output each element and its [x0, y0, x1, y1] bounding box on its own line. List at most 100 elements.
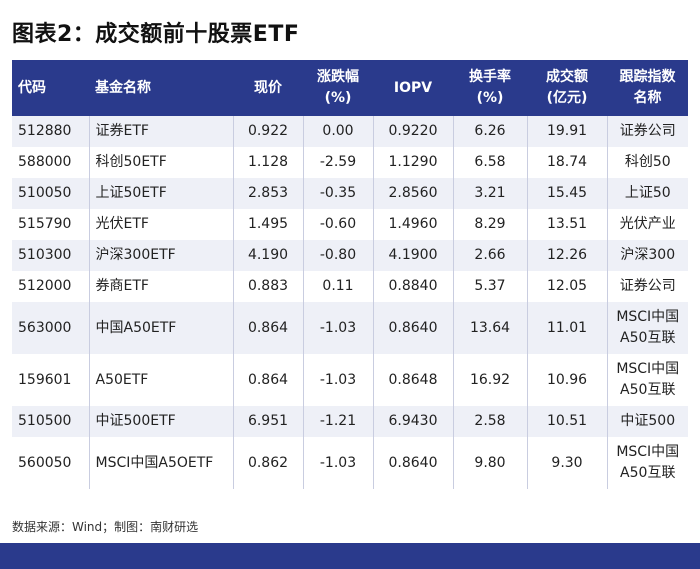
cell-iopv: 0.8840: [372, 271, 453, 302]
cell-code: 515790: [12, 209, 89, 240]
cell-volume: 12.26: [526, 240, 607, 271]
cell-change: -1.03: [302, 437, 373, 489]
cell-name: 券商ETF: [88, 271, 233, 302]
cell-turnover: 6.58: [452, 147, 527, 178]
cell-index: MSCI中国 A50互联: [606, 354, 688, 406]
header-volume: 成交额 (亿元): [527, 60, 607, 116]
header-turnover: 换手率 (%): [453, 60, 527, 116]
cell-change: -0.80: [302, 240, 373, 271]
cell-name: 光伏ETF: [88, 209, 233, 240]
cell-name: A50ETF: [88, 354, 233, 406]
table-row: 510500 中证500ETF 6.951 -1.21 6.9430 2.58 …: [12, 406, 688, 437]
cell-price: 0.864: [232, 302, 303, 354]
cell-volume: 13.51: [526, 209, 607, 240]
cell-turnover: 8.29: [452, 209, 527, 240]
cell-iopv: 1.1290: [372, 147, 453, 178]
cell-code: 560050: [12, 437, 89, 489]
cell-iopv: 0.8640: [372, 302, 453, 354]
cell-volume: 10.96: [526, 354, 607, 406]
cell-turnover: 2.58: [452, 406, 527, 437]
header-index: 跟踪指数 名称: [607, 60, 688, 116]
table-row: 588000 科创50ETF 1.128 -2.59 1.1290 6.58 1…: [12, 147, 688, 178]
cell-turnover: 9.80: [452, 437, 527, 489]
cell-iopv: 0.8640: [372, 437, 453, 489]
cell-index: MSCI中国 A50互联: [606, 437, 688, 489]
cell-price: 6.951: [232, 406, 303, 437]
cell-code: 510500: [12, 406, 89, 437]
cell-change: 0.00: [302, 116, 373, 147]
cell-iopv: 6.9430: [372, 406, 453, 437]
cell-volume: 19.91: [526, 116, 607, 147]
table-row: 512000 券商ETF 0.883 0.11 0.8840 5.37 12.0…: [12, 271, 688, 302]
cell-iopv: 4.1900: [372, 240, 453, 271]
cell-code: 510300: [12, 240, 89, 271]
header-price: 现价: [233, 60, 303, 116]
cell-iopv: 0.8648: [372, 354, 453, 406]
cell-price: 4.190: [232, 240, 303, 271]
cell-turnover: 13.64: [452, 302, 527, 354]
table-header-row: 代码 基金名称 现价 涨跌幅 (%) IOPV 换手率 (%) 成交额 (亿元) 跟踪…: [12, 60, 688, 116]
cell-iopv: 0.9220: [372, 116, 453, 147]
cell-index: 科创50: [606, 147, 688, 178]
cell-price: 1.495: [232, 209, 303, 240]
cell-name: MSCI中国A5OETF: [88, 437, 233, 489]
cell-change: -1.21: [302, 406, 373, 437]
cell-index: 证券公司: [606, 116, 688, 147]
cell-volume: 18.74: [526, 147, 607, 178]
footer-bar: [0, 543, 700, 569]
cell-price: 1.128: [232, 147, 303, 178]
cell-iopv: 1.4960: [372, 209, 453, 240]
cell-turnover: 2.66: [452, 240, 527, 271]
cell-change: -0.35: [302, 178, 373, 209]
cell-change: -0.60: [302, 209, 373, 240]
cell-volume: 9.30: [526, 437, 607, 489]
header-iopv: IOPV: [373, 60, 453, 116]
cell-change: -1.03: [302, 354, 373, 406]
cell-turnover: 5.37: [452, 271, 527, 302]
cell-change: -1.03: [302, 302, 373, 354]
cell-price: 0.864: [232, 354, 303, 406]
cell-index: 上证50: [606, 178, 688, 209]
cell-code: 512000: [12, 271, 89, 302]
table-row: 560050 MSCI中国A5OETF 0.862 -1.03 0.8640 9…: [12, 437, 688, 489]
cell-price: 0.922: [232, 116, 303, 147]
cell-code: 563000: [12, 302, 89, 354]
cell-iopv: 2.8560: [372, 178, 453, 209]
cell-turnover: 16.92: [452, 354, 527, 406]
cell-volume: 12.05: [526, 271, 607, 302]
table-row: 512880 证券ETF 0.922 0.00 0.9220 6.26 19.9…: [12, 116, 688, 147]
cell-turnover: 6.26: [452, 116, 527, 147]
table-row: 563000 中国A50ETF 0.864 -1.03 0.8640 13.64…: [12, 302, 688, 354]
cell-name: 中国A50ETF: [88, 302, 233, 354]
header-code: 代码: [12, 60, 89, 116]
cell-index: 沪深300: [606, 240, 688, 271]
cell-name: 中证500ETF: [88, 406, 233, 437]
cell-name: 沪深300ETF: [88, 240, 233, 271]
cell-volume: 11.01: [526, 302, 607, 354]
cell-price: 0.862: [232, 437, 303, 489]
cell-name: 上证50ETF: [88, 178, 233, 209]
table-row: 510050 上证50ETF 2.853 -0.35 2.8560 3.21 1…: [12, 178, 688, 209]
header-name: 基金名称: [89, 60, 233, 116]
header-change: 涨跌幅 (%): [303, 60, 373, 116]
cell-name: 证券ETF: [88, 116, 233, 147]
cell-turnover: 3.21: [452, 178, 527, 209]
cell-name: 科创50ETF: [88, 147, 233, 178]
cell-volume: 15.45: [526, 178, 607, 209]
cell-index: MSCI中国 A50互联: [606, 302, 688, 354]
cell-volume: 10.51: [526, 406, 607, 437]
table-row: 159601 A50ETF 0.864 -1.03 0.8648 16.92 1…: [12, 354, 688, 406]
table-row: 510300 沪深300ETF 4.190 -0.80 4.1900 2.66 …: [12, 240, 688, 271]
source-note: 数据来源：Wind；制图：南财研选: [12, 520, 199, 534]
cell-code: 159601: [12, 354, 89, 406]
cell-index: 中证500: [606, 406, 688, 437]
cell-price: 2.853: [232, 178, 303, 209]
cell-index: 光伏产业: [606, 209, 688, 240]
cell-price: 0.883: [232, 271, 303, 302]
cell-code: 588000: [12, 147, 89, 178]
page-title: 图表2：成交额前十股票ETF: [12, 22, 300, 47]
cell-change: 0.11: [302, 271, 373, 302]
cell-code: 512880: [12, 116, 89, 147]
cell-index: 证券公司: [606, 271, 688, 302]
etf-table: 代码 基金名称 现价 涨跌幅 (%) IOPV 换手率 (%) 成交额 (亿元) 跟踪…: [12, 60, 688, 489]
